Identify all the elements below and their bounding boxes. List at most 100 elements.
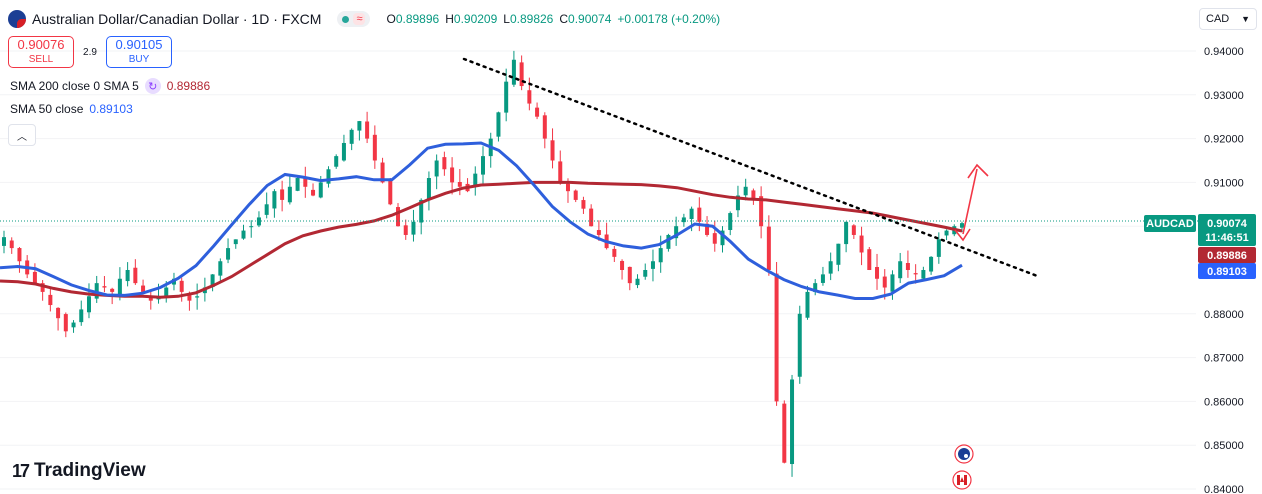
y-tick-label: 0.85000 [1204,440,1244,452]
candle-body [241,230,246,239]
symbol-badge: AUDCAD [1144,215,1196,232]
australia-event-icon[interactable] [954,444,974,464]
candle-body [774,273,779,402]
candle-body [218,261,223,276]
sell-price: 0.90076 [17,37,65,52]
candle-body [264,204,269,215]
y-tick-label: 0.92000 [1204,134,1244,146]
sma50-legend[interactable]: SMA 50 close 0.89103 [10,102,133,116]
candle-body [272,191,277,209]
candle-body [303,177,308,187]
candle-body [179,280,184,292]
candle-body [233,239,238,245]
candle-body [960,223,964,228]
currency-selector[interactable]: CAD ▼ [1199,8,1257,30]
y-tick-label: 0.94000 [1204,46,1244,58]
candle-body [195,296,200,298]
candle-body [79,309,84,323]
candle-body [210,274,215,288]
candle-body [457,182,462,187]
cycle-icon[interactable]: ↻ [144,78,161,94]
tv-mark-icon: 17 [12,460,30,481]
candle-body [882,276,887,288]
candle-body [828,261,833,274]
candle-body [311,189,316,196]
candles [2,50,964,477]
spread-value: 2.9 [83,46,97,58]
chevron-down-icon: ▼ [1241,14,1250,24]
candle-body [9,240,14,249]
candle-body [867,249,872,270]
candle-body [133,267,138,284]
candle-body [573,190,578,200]
candle-body [287,186,292,203]
last-price-value: 0.90074 [1207,218,1248,230]
ohlc-values: O0.89896 H0.90209 L0.89826 C0.90074 +0.0… [386,12,721,26]
candle-body [48,294,53,306]
candle-body [94,283,99,299]
candle-body [705,223,710,235]
chevron-up-icon: ︿ [17,131,27,143]
trade-panel: 0.90076 SELL 2.9 0.90105 BUY [8,36,172,68]
sma200-line [0,180,963,299]
buy-button[interactable]: 0.90105 BUY [106,36,172,68]
trendline[interactable] [462,57,1042,279]
candle-body [349,129,354,144]
candle-body [728,213,733,230]
candle-body [226,248,231,260]
candle-body [419,199,424,223]
candle-body [542,115,547,139]
candle-body [589,208,594,227]
y-tick-label: 0.87000 [1204,353,1244,365]
open-value: 0.89896 [395,12,440,26]
sma200-value: 0.89886 [166,79,211,93]
sell-button[interactable]: 0.90076 SELL [8,36,74,68]
buy-price: 0.90105 [115,37,163,52]
candle-body [689,208,694,220]
candle-body [519,62,524,87]
close-value: 0.90074 [568,12,612,26]
countdown-value: 11:46:51 [1205,232,1248,244]
sma200-legend[interactable]: SMA 200 close 0 SMA 5 ↻ 0.89886 [10,78,210,94]
candle-body [635,278,640,286]
sma200-badge-value: 0.89886 [1207,250,1247,262]
candle-body [650,261,655,269]
change-value: +0.00178 (+0.20%) [617,12,721,26]
buy-label: BUY [128,54,150,65]
candle-body [249,226,254,228]
candle-body [32,271,37,284]
candle-body [844,221,849,245]
candle-body [17,248,22,262]
candle-body [612,248,617,257]
candle-body [550,140,555,161]
sell-label: SELL [28,54,54,65]
candle-body [627,266,632,284]
market-status[interactable]: ≈ [337,11,371,27]
candle-body [527,90,532,104]
y-tick-label: 0.88000 [1204,309,1244,321]
candle-body [813,283,818,293]
candle-body [117,278,122,295]
candle-body [898,261,903,279]
candle-body [936,239,941,257]
candle-body [411,221,416,235]
candle-body [681,217,686,223]
candle-body [365,121,370,139]
y-tick-label: 0.91000 [1204,177,1244,189]
candle-body [511,59,516,85]
candle-body [751,190,756,200]
collapse-legend-button[interactable]: ︿ [8,124,36,146]
candle-body [929,256,934,272]
arrow-annotation[interactable] [954,163,989,242]
candle-body [875,267,880,279]
canada-event-icon[interactable] [952,470,972,490]
candle-body [125,270,130,282]
symbol-title[interactable]: Australian Dollar/Canadian Dollar · 1D ·… [32,11,322,27]
chart-grid [0,50,1196,490]
y-tick-label: 0.84000 [1204,484,1244,494]
approx-icon: ≈ [353,13,366,25]
candle-body [318,182,323,198]
tradingview-logo[interactable]: 17 TradingView [12,460,146,482]
candle-body [836,243,841,265]
